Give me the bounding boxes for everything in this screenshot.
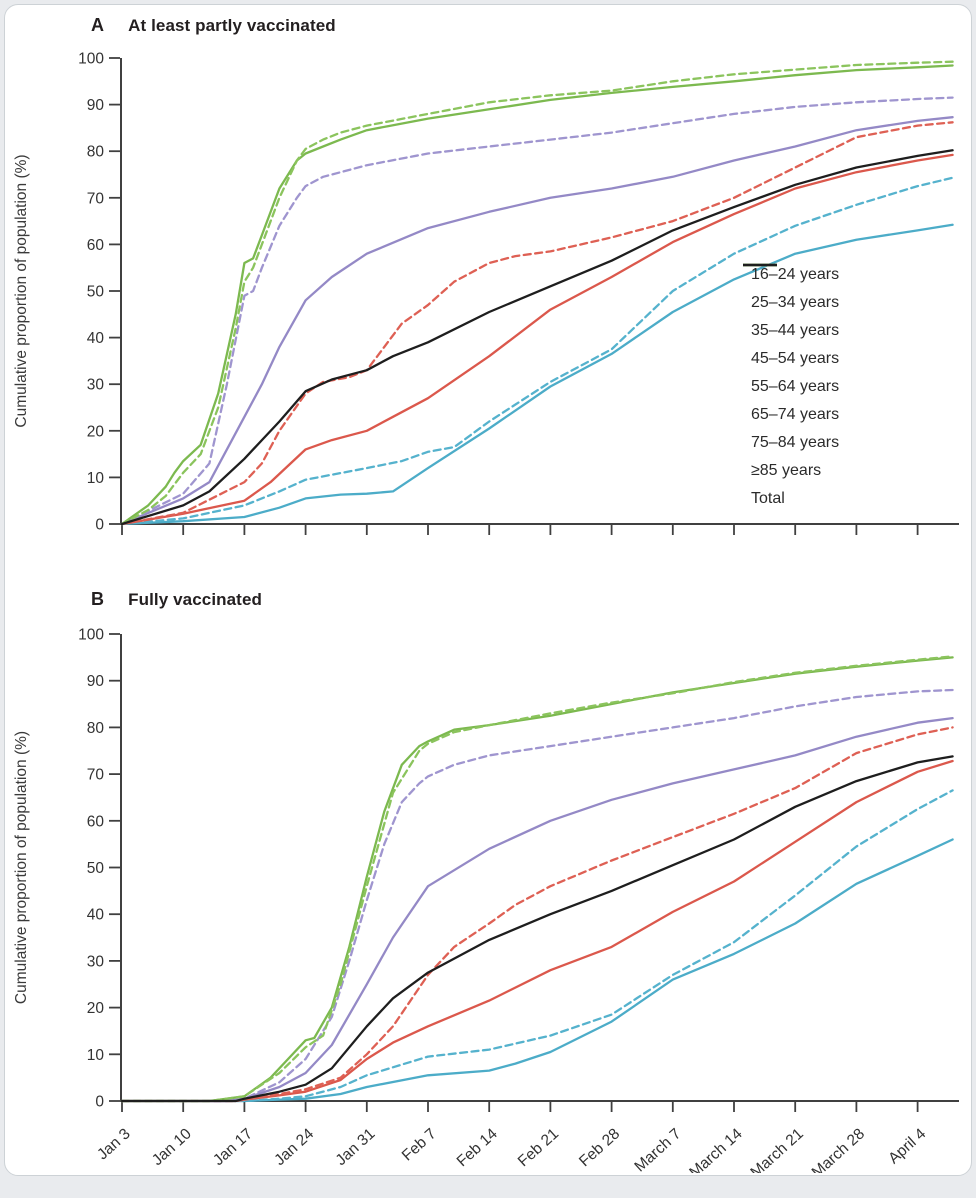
panel-b-y-tick-label: 30 [87,953,105,970]
panel-b-series-ge-85-years [120,655,954,1103]
legend-label: 25–34 years [751,294,840,311]
panel-a-y-tick-label: 30 [87,377,105,394]
x-tick-label-march-21: March 21 [747,1125,806,1173]
legend-item-25-34-years: 25–34 years [742,263,840,317]
panel-a-series-35-44-years [120,153,954,526]
legend-label: 65–74 years [751,406,840,423]
panel-b-series-45-54-years [120,726,954,1103]
panel-a-y-tick-label: 0 [95,517,104,534]
panel-a-y-tick-label: 20 [87,423,105,440]
panel-a-series-ge-85-years [120,60,954,526]
x-tick-label-jan-31: Jan 31 [333,1125,379,1169]
x-tick-label-feb-21: Feb 21 [515,1125,562,1170]
x-tick-label-jan-10: Jan 10 [149,1125,195,1169]
panel-a-series-total [120,149,954,526]
panel-a-title-text: At least partly vaccinated [128,16,336,35]
legend-item-65-74-years: 65–74 years [742,263,840,429]
legend-item-55-64-years: 55–64 years [742,263,840,401]
panel-b-y-tick-label: 60 [87,813,105,830]
panel-a-title: A At least partly vaccinated [91,15,336,36]
panel-b-y-tick-label: 20 [87,1000,105,1017]
panel-a-y-tick-label: 70 [87,190,105,207]
panel-b-label: B [91,589,105,609]
legend-label: 75–84 years [751,434,840,451]
x-tick-label-april-4: April 4 [885,1125,929,1167]
panel-a-series-25-34-years [120,176,954,526]
panel-b-y-axis-label: Cumulative proportion of population (%) [13,730,30,1005]
panel-b-y-tick-label: 0 [95,1094,104,1111]
panel-b-title-text: Fully vaccinated [128,590,262,609]
legend-label: 16–24 years [751,266,840,283]
panel-b-series-65-74-years [120,688,954,1103]
panel-b-series-35-44-years [120,759,954,1103]
legend: 16–24 years 25–34 years 35–44 years 45–54 y… [742,261,839,513]
legend-label: 35–44 years [751,322,840,339]
panel-a-y-axis-label: Cumulative proportion of population (%) [13,154,30,428]
panel-b-y-tick-label: 70 [87,767,105,784]
legend-swatch-total [743,263,777,267]
x-tick-label-march-28: March 28 [809,1125,868,1173]
panel-b-y-tick-label: 100 [78,627,104,644]
panel-b-y-tick-label: 40 [87,907,105,924]
legend-item-75-84-years: 75–84 years [742,263,840,457]
panel-b-series-75-84-years [120,656,954,1103]
x-tick-label-jan-24: Jan 24 [271,1125,317,1169]
x-tick-label-march-7: March 7 [631,1125,684,1173]
panel-a-y-tick-label: 60 [87,237,105,254]
x-tick-label-jan-3: Jan 3 [94,1125,134,1163]
panel-a-y-tick-label: 90 [87,97,105,114]
panel-a-series-45-54-years [120,121,954,526]
panel-a-y-tick-label: 50 [87,284,105,301]
vaccination-cumulative-chart: 0 10 20 30 40 50 60 70 80 90 100 0 10 20 30 40 50 60 70 80 9… [78,51,959,1173]
legend-label: 55–64 years [751,378,840,395]
x-tick-label-feb-28: Feb 28 [576,1125,623,1170]
panel-b-series-55-64-years [120,716,954,1103]
panel-a-label: A [91,15,105,35]
x-tick-label-feb-14: Feb 14 [454,1125,502,1170]
panel-a-y-tick-label: 40 [87,330,105,347]
panel-b-series-16-24-years [120,838,954,1103]
figure-card: 0 10 20 30 40 50 60 70 80 90 100 0 10 20 30 40 50 60 70 80 9… [4,4,972,1176]
legend-label: 45–54 years [751,350,840,367]
panel-a-y-tick-label: 10 [87,470,105,487]
panel-b-y-tick-label: 50 [87,860,105,877]
panel-b-series-total [120,755,954,1103]
panel-a-series-65-74-years [120,96,954,526]
panel-b-series-25-34-years [120,789,954,1103]
legend-item-35-44-years: 35–44 years [742,263,840,345]
panel-a-series-16-24-years [120,223,954,526]
panel-a-series-75-84-years [120,64,954,526]
panel-b-y-tick-label: 80 [87,720,105,737]
legend-item-ge-85-years: ≥85 years [742,263,839,485]
legend-label: Total [751,490,785,507]
x-tick-label-feb-7: Feb 7 [399,1125,440,1164]
legend-item-45-54-years: 45–54 years [742,263,840,373]
legend-label: ≥85 years [751,462,822,479]
panel-b-y-tick-label: 90 [87,673,105,690]
x-tick-label-jan-17: Jan 17 [210,1125,256,1169]
panel-a-series-55-64-years [120,116,954,526]
x-tick-label-march-14: March 14 [686,1125,746,1173]
panel-a-y-tick-label: 100 [78,51,104,68]
panel-a-y-tick-label: 80 [87,144,105,161]
legend-item-total: Total [742,263,839,513]
panel-b-y-tick-label: 10 [87,1047,105,1064]
panel-b-title: B Fully vaccinated [91,589,262,610]
